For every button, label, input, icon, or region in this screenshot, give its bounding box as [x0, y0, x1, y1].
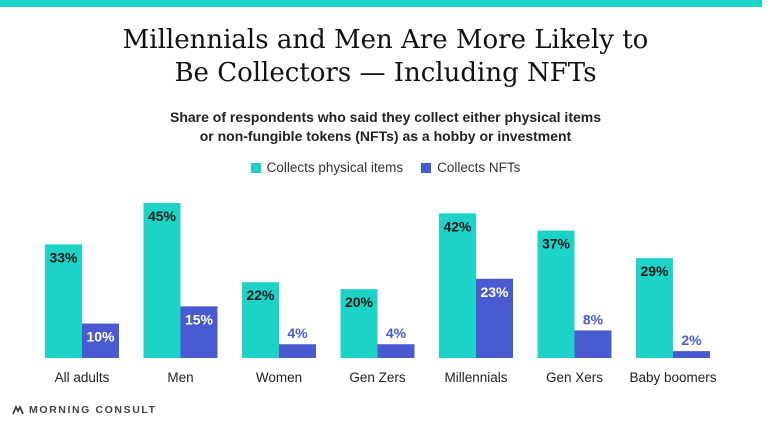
data-label-physical-6: 29% — [640, 263, 669, 279]
bar-nfts-5 — [574, 330, 612, 358]
data-label-nfts-3: 4% — [386, 325, 407, 341]
footer-brand: MORNING CONSULT — [12, 404, 157, 416]
bar-physical-5 — [537, 230, 575, 358]
data-label-nfts-2: 4% — [287, 325, 308, 341]
data-label-physical-4: 42% — [443, 218, 472, 234]
bar-physical-1 — [143, 203, 181, 358]
category-label-4: Millennials — [444, 370, 507, 385]
data-label-physical-0: 33% — [49, 249, 78, 265]
chart-subtitle: Share of respondents who said they colle… — [0, 108, 771, 146]
chart-title: Millennials and Men Are More Likely to B… — [0, 24, 771, 90]
bar-nfts-0 — [82, 323, 119, 358]
bar-nfts-2 — [279, 344, 316, 358]
top-accent-bar — [0, 0, 762, 7]
data-label-nfts-6: 2% — [681, 332, 702, 348]
bar-nfts-1 — [180, 306, 218, 358]
bar-physical-6 — [636, 258, 673, 358]
data-label-nfts-1: 15% — [185, 311, 214, 327]
data-label-nfts-0: 10% — [86, 329, 115, 345]
bar-physical-3 — [340, 289, 378, 358]
bar-nfts-4 — [476, 278, 513, 358]
data-label-physical-3: 20% — [345, 294, 374, 310]
chart-title-line-2: Be Collectors — Including NFTs — [174, 58, 597, 88]
legend-label-nfts: Collects NFTs — [437, 160, 521, 175]
data-label-nfts-4: 23% — [480, 284, 509, 300]
data-label-physical-2: 22% — [246, 287, 275, 303]
category-label-6: Baby boomers — [629, 370, 716, 385]
bar-nfts-6 — [673, 351, 710, 358]
legend-item-physical: Collects physical items — [250, 160, 404, 175]
bar-physical-0 — [45, 244, 82, 358]
legend-swatch-physical — [250, 162, 261, 173]
legend-swatch-nfts — [421, 162, 432, 173]
category-label-5: Gen Xers — [546, 370, 603, 385]
category-label-3: Gen Zers — [349, 370, 406, 385]
category-label-0: All adults — [55, 370, 110, 385]
chart-subtitle-line-2: or non-fungible tokens (NFTs) as a hobby… — [199, 128, 572, 144]
data-label-physical-1: 45% — [148, 208, 177, 224]
category-label-1: Men — [167, 370, 193, 385]
chart-subtitle-line-1: Share of respondents who said they colle… — [169, 109, 601, 125]
bar-physical-2 — [242, 282, 279, 358]
chart-title-line-1: Millennials and Men Are More Likely to — [122, 25, 649, 55]
data-label-nfts-5: 8% — [583, 311, 604, 327]
legend-item-nfts: Collects NFTs — [421, 160, 520, 175]
data-label-physical-5: 37% — [542, 236, 571, 252]
bar-physical-4 — [439, 213, 476, 358]
bar-nfts-3 — [377, 344, 415, 358]
category-label-2: Women — [256, 370, 302, 385]
footer-brand-text: MORNING CONSULT — [29, 404, 157, 416]
morning-consult-logo-icon — [12, 405, 24, 415]
legend-label-physical: Collects physical items — [266, 160, 404, 175]
chart-legend: Collects physical items Collects NFTs — [0, 160, 771, 175]
